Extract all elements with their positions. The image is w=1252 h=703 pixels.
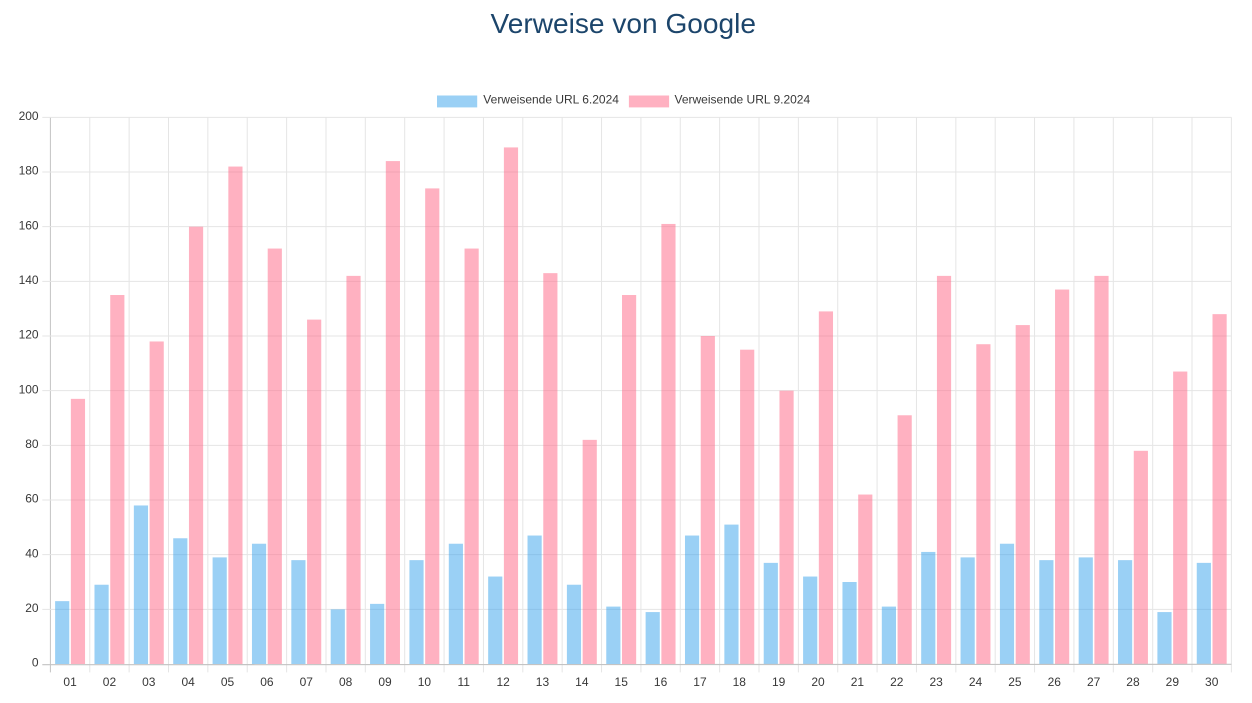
svg-text:18: 18 bbox=[733, 675, 747, 689]
svg-text:30: 30 bbox=[1205, 675, 1219, 689]
svg-text:24: 24 bbox=[969, 675, 983, 689]
svg-text:60: 60 bbox=[25, 492, 39, 506]
svg-text:06: 06 bbox=[260, 675, 274, 689]
svg-text:29: 29 bbox=[1166, 675, 1180, 689]
svg-text:10: 10 bbox=[418, 675, 432, 689]
svg-text:01: 01 bbox=[63, 675, 77, 689]
svg-text:22: 22 bbox=[890, 675, 904, 689]
svg-text:13: 13 bbox=[536, 675, 550, 689]
svg-text:09: 09 bbox=[378, 675, 392, 689]
svg-text:80: 80 bbox=[25, 437, 39, 451]
svg-text:17: 17 bbox=[693, 675, 707, 689]
svg-text:15: 15 bbox=[615, 675, 629, 689]
svg-text:20: 20 bbox=[811, 675, 825, 689]
svg-text:40: 40 bbox=[25, 546, 39, 560]
svg-text:140: 140 bbox=[19, 273, 39, 287]
svg-text:Verweisende URL 6.2024: Verweisende URL 6.2024 bbox=[483, 93, 619, 107]
svg-text:19: 19 bbox=[772, 675, 786, 689]
svg-text:14: 14 bbox=[575, 675, 589, 689]
svg-text:Verweisende URL 9.2024: Verweisende URL 9.2024 bbox=[675, 93, 811, 107]
svg-text:180: 180 bbox=[19, 164, 39, 178]
svg-text:100: 100 bbox=[19, 382, 39, 396]
svg-text:21: 21 bbox=[851, 675, 865, 689]
svg-text:23: 23 bbox=[929, 675, 943, 689]
svg-text:16: 16 bbox=[654, 675, 668, 689]
svg-text:04: 04 bbox=[182, 675, 196, 689]
svg-text:05: 05 bbox=[221, 675, 235, 689]
svg-text:200: 200 bbox=[19, 109, 39, 123]
svg-text:120: 120 bbox=[19, 328, 39, 342]
svg-text:12: 12 bbox=[496, 675, 510, 689]
svg-text:03: 03 bbox=[142, 675, 156, 689]
svg-text:25: 25 bbox=[1008, 675, 1022, 689]
svg-text:160: 160 bbox=[19, 218, 39, 232]
svg-text:Verweise von Google: Verweise von Google bbox=[491, 8, 757, 39]
svg-text:08: 08 bbox=[339, 675, 353, 689]
svg-text:26: 26 bbox=[1048, 675, 1062, 689]
svg-text:0: 0 bbox=[32, 656, 39, 670]
svg-text:28: 28 bbox=[1126, 675, 1140, 689]
svg-text:20: 20 bbox=[25, 601, 39, 615]
svg-text:02: 02 bbox=[103, 675, 117, 689]
svg-text:27: 27 bbox=[1087, 675, 1101, 689]
svg-text:11: 11 bbox=[458, 675, 471, 689]
svg-text:07: 07 bbox=[300, 675, 314, 689]
